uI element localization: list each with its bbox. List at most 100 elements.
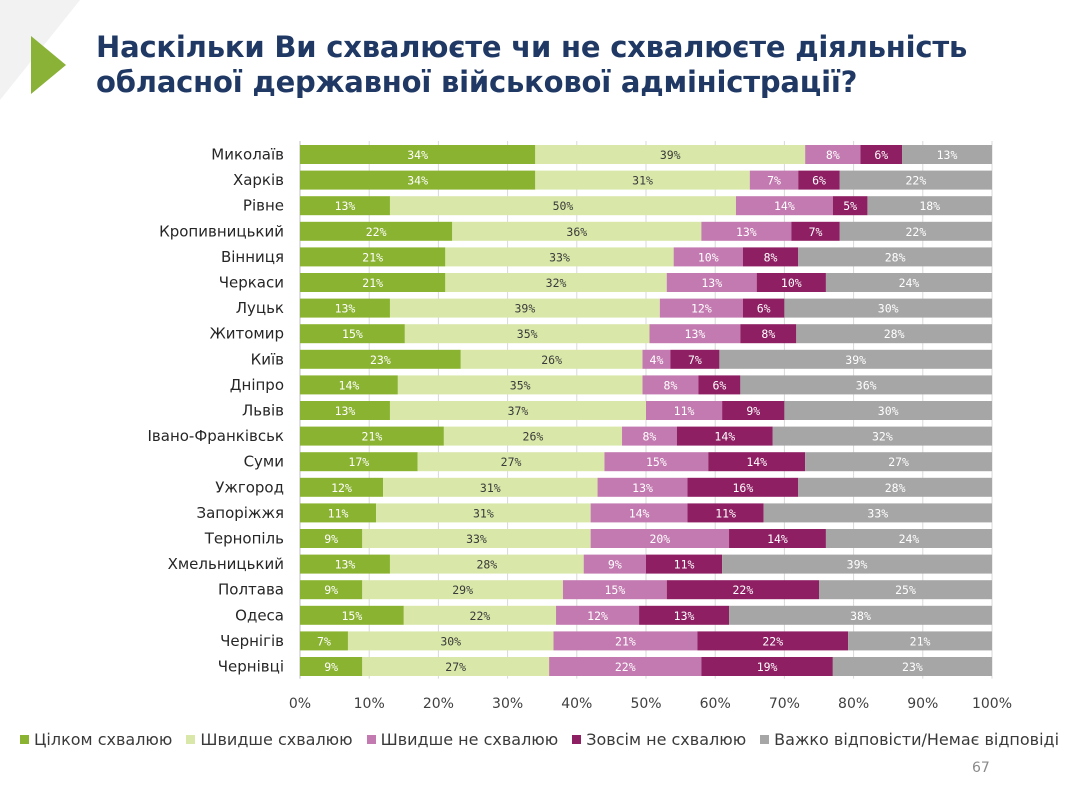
- bar-segment: [701, 657, 833, 676]
- data-label: 33%: [466, 532, 487, 546]
- bar-segment: [825, 273, 992, 292]
- data-label: 31%: [473, 506, 494, 520]
- legend-swatch: [572, 734, 582, 744]
- data-label: 13%: [335, 199, 356, 213]
- x-tick-label: 70%: [769, 696, 800, 712]
- bar-segment: [791, 221, 840, 241]
- data-label: 19%: [757, 660, 778, 674]
- data-label: 34%: [407, 174, 428, 188]
- bar-segment: [708, 452, 806, 472]
- data-label: 9%: [324, 532, 338, 546]
- bar-segment: [362, 657, 550, 676]
- bar-segment: [300, 375, 398, 395]
- x-tick-label: 10%: [354, 696, 385, 712]
- stacked-bar-chart: 0% 10% 20% 30% 40% 50% 60% 70% 80% 90% 100% Миколаї…: [147, 141, 1012, 712]
- data-label: 14%: [774, 199, 795, 213]
- bar-segment: [698, 375, 741, 395]
- data-label: 14%: [339, 378, 360, 392]
- bar-segment: [805, 145, 861, 164]
- bar-segment: [798, 247, 992, 267]
- bar-segment: [300, 503, 377, 523]
- category-label: Чернігів: [220, 632, 284, 650]
- x-tick-label: 40%: [561, 696, 592, 712]
- data-label: 8%: [664, 378, 678, 392]
- data-label: 21%: [362, 276, 383, 290]
- bar-segment: [300, 529, 363, 548]
- bar-segment: [300, 605, 404, 625]
- bar-segment: [443, 426, 623, 446]
- bar-segment: [639, 605, 730, 625]
- data-label: 29%: [452, 583, 473, 597]
- data-label: 32%: [546, 276, 567, 290]
- data-label: 13%: [632, 481, 653, 495]
- data-label: 35%: [510, 378, 531, 392]
- bar-segment: [417, 452, 605, 472]
- bar-segment: [362, 529, 591, 548]
- data-label: 20%: [649, 532, 670, 546]
- bar-segment: [742, 247, 799, 267]
- data-label: 7%: [809, 225, 823, 239]
- data-label: 7%: [688, 353, 702, 367]
- legend-label: Зовсім не схвалюю: [586, 729, 747, 749]
- bar-segment: [404, 324, 650, 344]
- data-label: 12%: [331, 481, 352, 495]
- data-label: 28%: [476, 558, 497, 572]
- data-label: 10%: [781, 276, 802, 290]
- data-label: 22%: [732, 583, 753, 597]
- bar-segment: [687, 477, 799, 497]
- data-label: 36%: [566, 225, 587, 239]
- category-label: Харків: [233, 171, 284, 189]
- data-label: 23%: [370, 353, 391, 367]
- data-label: 14%: [767, 532, 788, 546]
- data-label: 30%: [440, 634, 461, 648]
- data-label: 30%: [878, 404, 899, 418]
- title-line-2: обласної державної військової адміністра…: [96, 65, 858, 99]
- bar-segment: [535, 145, 806, 164]
- bar-segment: [666, 273, 757, 292]
- bar-segment: [839, 170, 992, 190]
- chart-legend: Цілком схвалюю Швидше схвалюю Швидше не сх…: [20, 728, 1059, 750]
- data-label: 8%: [761, 327, 775, 341]
- category-label: Київ: [251, 350, 284, 368]
- bar-segment: [646, 401, 723, 420]
- bar-segment: [362, 580, 563, 600]
- category-label: Вінниця: [221, 248, 284, 266]
- bar-segment: [452, 221, 702, 241]
- bar-segment: [300, 401, 390, 420]
- data-label: 6%: [812, 174, 826, 188]
- data-label: 21%: [362, 430, 383, 444]
- bar-segment: [784, 401, 992, 420]
- bar-segment: [535, 170, 750, 190]
- bar-segment: [583, 554, 646, 574]
- data-label: 7%: [767, 174, 781, 188]
- bar-segment: [825, 529, 992, 548]
- bar-segment: [697, 631, 849, 651]
- bar-segment: [300, 631, 348, 651]
- data-label: 6%: [757, 302, 771, 316]
- data-label: 8%: [764, 250, 778, 264]
- legend-item: Важко відповісти/Немає відповіді: [760, 730, 1059, 749]
- bar-segment: [397, 375, 643, 395]
- category-label: Суми: [244, 453, 284, 471]
- data-label: 12%: [691, 302, 712, 316]
- x-tick-label: 90%: [907, 696, 938, 712]
- data-label: 9%: [324, 583, 338, 597]
- bar-segment: [300, 221, 453, 241]
- bar-segment: [300, 247, 446, 267]
- data-label: 22%: [470, 609, 491, 623]
- bar-segment: [300, 273, 446, 292]
- data-label: 6%: [712, 378, 726, 392]
- bar-segment: [347, 631, 554, 651]
- bar-segment: [796, 324, 992, 344]
- legend-swatch: [760, 734, 770, 744]
- legend-item: Швидше схвалюю: [186, 730, 353, 749]
- category-label: Кропивницький: [159, 222, 284, 240]
- data-label: 27%: [501, 455, 522, 469]
- data-label: 13%: [674, 609, 695, 623]
- x-tick-label: 0%: [289, 696, 311, 712]
- bar-segment: [300, 349, 461, 369]
- bar-segment: [722, 401, 785, 420]
- data-label: 39%: [660, 148, 681, 162]
- data-label: 39%: [515, 302, 536, 316]
